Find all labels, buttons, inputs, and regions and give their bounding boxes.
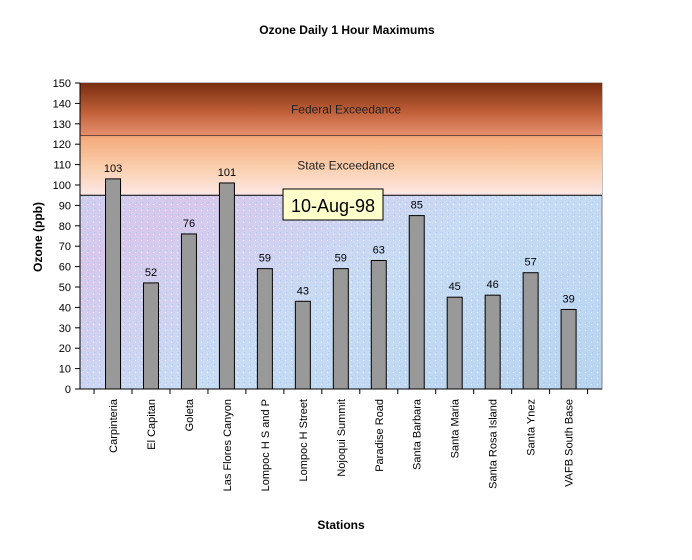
y-tick-label: 0 [65, 384, 71, 396]
y-tick-label: 80 [59, 221, 71, 233]
x-tick-label: Paradise Road [374, 399, 386, 472]
data-label: 43 [297, 285, 309, 297]
state-exceedance-label: State Exceedance [297, 159, 395, 173]
x-tick-label: Santa Rosa Island [488, 399, 500, 489]
x-tick-label: Carpinteria [108, 398, 120, 453]
bar [142, 282, 159, 390]
date-annotation-box [282, 188, 384, 221]
y-axis-title: Ozone (ppb) [31, 202, 45, 272]
exceedance-bands: Federal Exceedance State Exceedance [80, 83, 602, 196]
data-label: 57 [525, 257, 537, 269]
x-tick-label: Santa Maria [450, 398, 462, 458]
x-tick-label: Santa Ynez [526, 399, 538, 456]
y-tick-label: 140 [53, 98, 71, 110]
y-tick-label: 120 [53, 139, 71, 151]
x-tick-label: El Capitan [146, 399, 158, 450]
y-axis: 0 10 20 30 40 50 60 70 80 90 100 110 120 130 140 150 [53, 78, 81, 396]
bar [294, 300, 311, 390]
federal-exceedance-label: Federal Exceedance [291, 103, 401, 117]
data-label: 45 [449, 281, 461, 293]
x-tick-label: Las Flores Canyon [222, 399, 234, 491]
y-tick-label: 30 [59, 323, 71, 335]
bar [180, 233, 197, 390]
x-tick-label: Lompoc H Street [298, 399, 310, 482]
bar [484, 294, 501, 390]
data-label: 76 [183, 218, 195, 230]
bar [256, 268, 273, 390]
data-label: 101 [218, 167, 236, 179]
data-label: 52 [145, 267, 157, 279]
bar [218, 182, 235, 390]
y-tick-label: 20 [59, 343, 71, 355]
data-label: 59 [259, 253, 271, 265]
x-tick-label: Goleta [184, 398, 196, 431]
y-tick-label: 110 [53, 160, 71, 172]
bar [408, 215, 425, 390]
x-tick-label: Lompoc H S and P [260, 399, 272, 491]
state-exceedance-band [80, 136, 602, 196]
bar [105, 178, 122, 390]
bar-series: 103 52 76 101 59 43 59 63 85 45 46 57 39 [104, 163, 577, 390]
bar [560, 308, 577, 390]
x-tick-label: Nojoqui Summit [336, 399, 348, 477]
y-tick-label: 100 [53, 180, 71, 192]
y-tick-label: 70 [59, 241, 71, 253]
bar [332, 268, 349, 390]
data-label: 85 [411, 200, 423, 212]
chart-title: Ozone Daily 1 Hour Maximums [259, 23, 435, 37]
y-tick-label: 150 [53, 78, 71, 90]
x-tick-label: Santa Barbara [412, 398, 424, 470]
data-label: 103 [104, 163, 122, 175]
x-axis: Carpinteria El Capitan Goleta Las Flores Ca… [80, 388, 602, 491]
y-tick-label: 50 [59, 282, 71, 294]
y-tick-label: 130 [53, 119, 71, 131]
bar [370, 259, 387, 390]
data-label: 63 [373, 244, 385, 256]
y-tick-label: 90 [59, 200, 71, 212]
federal-exceedance-band [80, 83, 602, 137]
date-annotation-text: 10-Aug-98 [291, 196, 375, 216]
x-tick-label: VAFB South Base [564, 399, 576, 487]
data-label: 59 [335, 253, 347, 265]
y-tick-label: 40 [59, 302, 71, 314]
y-tick-label: 10 [59, 364, 71, 376]
bar [446, 296, 463, 390]
x-axis-title: Stations [317, 518, 365, 532]
data-label: 39 [562, 293, 574, 305]
bar [522, 272, 539, 390]
data-label: 46 [487, 279, 499, 291]
date-annotation: 10-Aug-98 [282, 188, 384, 221]
y-tick-label: 60 [59, 262, 71, 274]
